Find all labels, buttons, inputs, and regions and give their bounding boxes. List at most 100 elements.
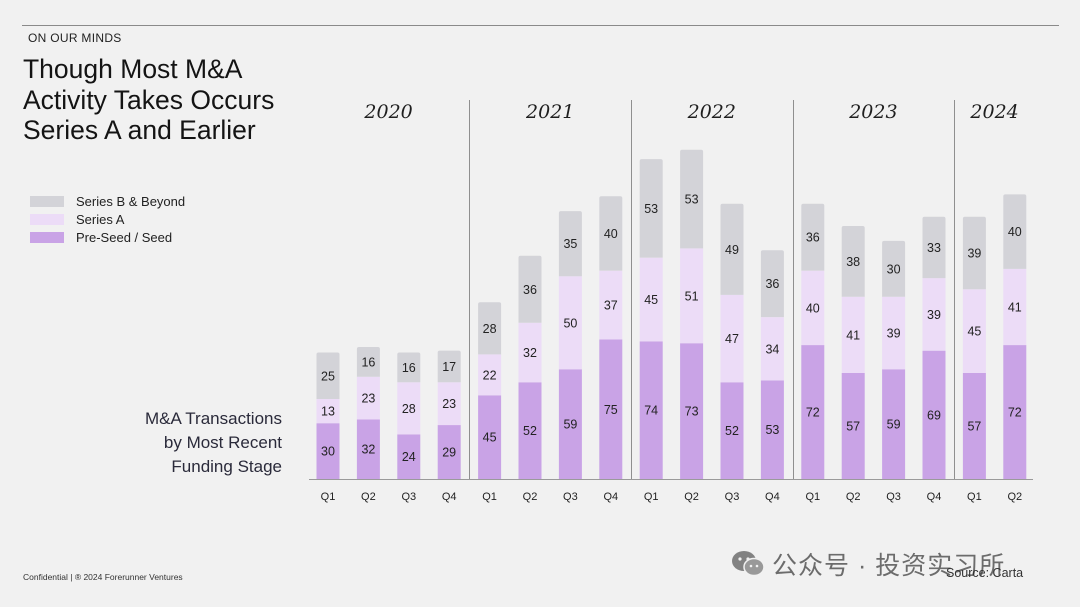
bar-value-label: 41 xyxy=(846,328,860,342)
bar-segment xyxy=(397,434,421,479)
bar-value-label: 39 xyxy=(967,247,981,261)
x-tick-label: Q1 xyxy=(644,491,659,503)
bar-value-label: 17 xyxy=(442,360,456,374)
title-line: Though Most M&A xyxy=(23,54,243,84)
legend-swatch xyxy=(30,213,64,225)
bar-segment xyxy=(478,354,502,396)
bar-value-label: 69 xyxy=(927,408,941,422)
bar-segment xyxy=(801,345,825,479)
bar-value-label: 28 xyxy=(483,322,497,336)
x-tick-label: Q4 xyxy=(927,491,942,503)
bar-value-label: 72 xyxy=(806,406,820,420)
wechat-icon xyxy=(732,551,765,577)
bar-value-label: 25 xyxy=(321,369,335,383)
bar-segment xyxy=(437,425,461,479)
year-label: 2023 xyxy=(848,101,897,123)
confidential-footer: Confidential | ® 2024 Forerunner Venture… xyxy=(23,572,183,582)
x-tick-label: Q3 xyxy=(725,491,740,503)
bar-value-label: 30 xyxy=(321,445,335,459)
bar-value-label: 73 xyxy=(685,405,699,419)
bar-segment xyxy=(478,302,502,355)
x-tick-label: Q2 xyxy=(361,491,376,503)
x-tick-label: Q4 xyxy=(603,491,618,503)
year-label: 2022 xyxy=(687,101,736,123)
bar-value-label: 39 xyxy=(887,326,901,340)
bar-segment xyxy=(841,226,865,297)
bar-segment xyxy=(316,423,340,479)
bar-segment xyxy=(437,382,461,426)
bar-value-label: 57 xyxy=(846,419,860,433)
bar-segment xyxy=(801,270,825,346)
bar-segment xyxy=(882,369,906,479)
bar-value-label: 24 xyxy=(402,450,416,464)
bar-segment xyxy=(962,216,986,290)
bar-value-label: 35 xyxy=(563,237,577,251)
bar-value-label: 34 xyxy=(765,342,779,356)
bar-value-label: 41 xyxy=(1008,300,1022,314)
bar-segment xyxy=(518,255,542,323)
bar-segment xyxy=(680,149,704,249)
legend-item-series-a: Series A xyxy=(30,210,185,228)
bar-segment xyxy=(922,278,946,351)
bar-segment xyxy=(599,339,623,479)
legend-label: Pre-Seed / Seed xyxy=(76,229,173,245)
bar-value-label: 36 xyxy=(523,283,537,297)
bar-segment xyxy=(518,322,542,383)
bar-value-label: 33 xyxy=(927,241,941,255)
bar-segment xyxy=(639,159,663,258)
side-label-line: by Most Recent xyxy=(163,433,282,452)
bar-value-label: 30 xyxy=(887,262,901,276)
year-label: 2020 xyxy=(363,101,412,123)
bar-value-label: 28 xyxy=(402,402,416,416)
legend-swatch xyxy=(30,195,64,207)
x-tick-label: Q2 xyxy=(1007,491,1022,503)
bar-value-label: 74 xyxy=(644,404,658,418)
year-label: 2024 xyxy=(969,101,1018,123)
bar-segment xyxy=(639,341,663,479)
page-title: Though Most M&A Activity Takes Occurs Se… xyxy=(23,54,323,146)
bar-segment xyxy=(841,296,865,373)
bar-segment xyxy=(397,382,421,435)
bar-value-label: 40 xyxy=(604,227,618,241)
bar-segment xyxy=(680,343,704,479)
bar-value-label: 50 xyxy=(563,316,577,330)
x-tick-label: Q4 xyxy=(442,491,457,503)
bar-value-label: 23 xyxy=(442,397,456,411)
bar-segment xyxy=(558,211,582,277)
bar-value-label: 45 xyxy=(483,431,497,445)
bar-segment xyxy=(316,399,340,424)
bar-segment xyxy=(882,296,906,370)
legend-label: Series A xyxy=(76,211,125,227)
side-label-line: M&A Transactions xyxy=(144,409,282,428)
legend-label: Series B & Beyond xyxy=(76,193,186,209)
bar-segment xyxy=(720,382,744,479)
bar-value-label: 52 xyxy=(725,424,739,438)
x-tick-label: Q2 xyxy=(684,491,699,503)
bar-segment xyxy=(760,317,784,381)
top-rule xyxy=(22,25,1059,26)
x-tick-label: Q1 xyxy=(967,491,982,503)
bar-segment xyxy=(922,216,946,279)
bar-segment xyxy=(558,276,582,370)
source-note: Source: Carta xyxy=(946,566,1024,580)
bar-value-label: 40 xyxy=(1008,225,1022,239)
bar-segment xyxy=(720,203,744,295)
bar-segment xyxy=(558,369,582,479)
bar-segment xyxy=(720,294,744,383)
x-tick-label: Q3 xyxy=(401,491,416,503)
bar-segment xyxy=(599,270,623,340)
bar-segment xyxy=(962,289,986,373)
title-line: Activity Takes Occurs xyxy=(23,84,275,115)
bar-segment xyxy=(437,350,461,383)
bar-value-label: 36 xyxy=(806,231,820,245)
bar-value-label: 32 xyxy=(523,346,537,360)
x-tick-label: Q1 xyxy=(321,491,336,503)
bar-value-label: 52 xyxy=(523,424,537,438)
x-tick-label: Q4 xyxy=(765,491,780,503)
legend-item-series-b: Series B & Beyond xyxy=(30,192,185,210)
x-tick-label: Q1 xyxy=(805,491,820,503)
chart-legend: Series B & Beyond Series A Pre-Seed / Se… xyxy=(30,192,185,246)
x-tick-label: Q3 xyxy=(886,491,901,503)
bar-value-label: 37 xyxy=(604,299,618,313)
bar-value-label: 51 xyxy=(685,289,699,303)
